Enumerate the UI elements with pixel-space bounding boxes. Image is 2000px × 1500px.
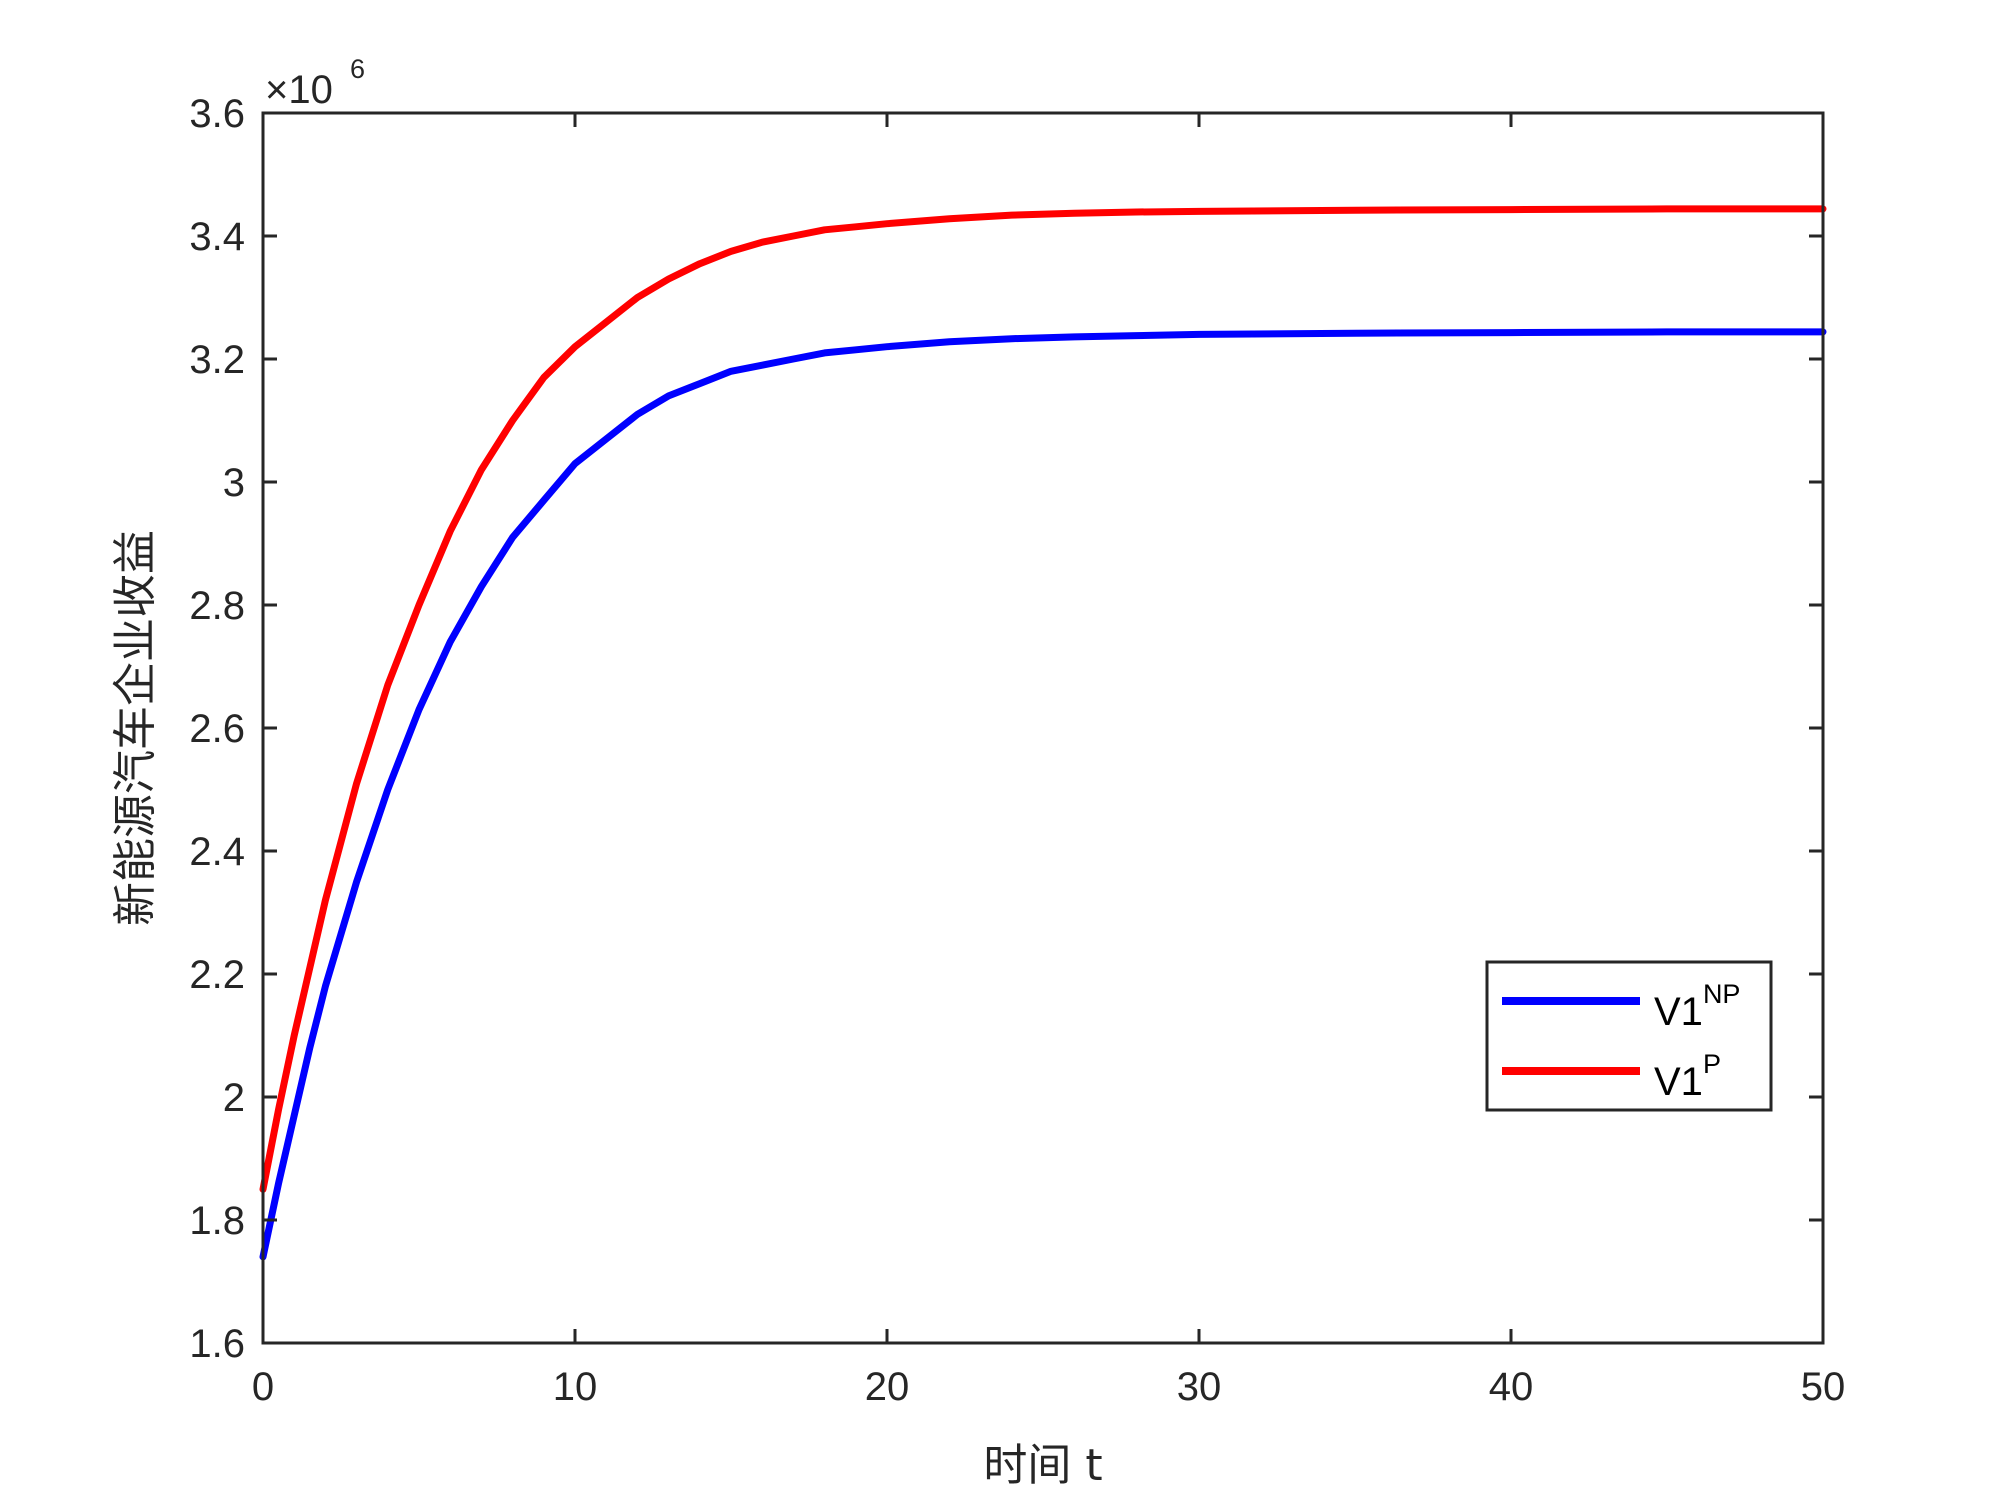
y-tick-label: 2.6 <box>189 707 245 751</box>
legend-label-np-sup: NP <box>1703 979 1741 1009</box>
legend-label-p-main: V1 <box>1654 1060 1703 1104</box>
x-tick-label: 40 <box>1489 1365 1534 1409</box>
y-tick-labels: 1.6 1.8 2 2.2 2.4 2.6 2.8 3 3.2 3.4 3.6 <box>189 92 245 1366</box>
y-tick-label: 3.2 <box>189 338 245 382</box>
legend-label-np: V1NP <box>1654 979 1740 1034</box>
y-tick-label: 2 <box>223 1076 245 1120</box>
legend-label-p: V1P <box>1654 1049 1721 1104</box>
y-tick-label: 3.4 <box>189 215 245 259</box>
legend-label-p-sup: P <box>1703 1049 1721 1079</box>
x-tick-labels: 0 10 20 30 40 50 <box>252 1365 1845 1409</box>
tick-marks <box>261 111 1825 1345</box>
legend-label-np-main: V1 <box>1654 990 1703 1034</box>
x-axis-label: 时间 t <box>983 1440 1102 1491</box>
x-tick-label: 30 <box>1177 1365 1222 1409</box>
y-multiplier: ×10 6 <box>265 54 365 112</box>
y-tick-label: 2.8 <box>189 584 245 628</box>
legend: V1NP V1P <box>1485 960 1773 1112</box>
y-multiplier-base: ×10 <box>265 68 333 112</box>
series-line-np <box>259 328 1827 1261</box>
plot-background <box>263 113 1823 1343</box>
y-tick-label: 3 <box>223 461 245 505</box>
y-multiplier-exponent: 6 <box>350 54 365 84</box>
legend-box <box>1485 960 1773 1112</box>
y-tick-label: 2.4 <box>189 830 245 874</box>
x-tick-label: 50 <box>1801 1365 1846 1409</box>
y-axis-label: 新能源汽车企业收益 <box>110 530 161 926</box>
y-tick-label: 1.6 <box>189 1322 245 1366</box>
x-tick-label: 10 <box>553 1365 598 1409</box>
y-tick-label: 3.6 <box>189 92 245 136</box>
x-tick-label: 20 <box>865 1365 910 1409</box>
plot-area <box>259 111 1827 1345</box>
series-line-p <box>259 205 1827 1193</box>
series-layer <box>259 205 1827 1261</box>
x-tick-label: 0 <box>252 1365 274 1409</box>
y-tick-label: 2.2 <box>189 953 245 997</box>
y-tick-label: 1.8 <box>189 1199 245 1243</box>
